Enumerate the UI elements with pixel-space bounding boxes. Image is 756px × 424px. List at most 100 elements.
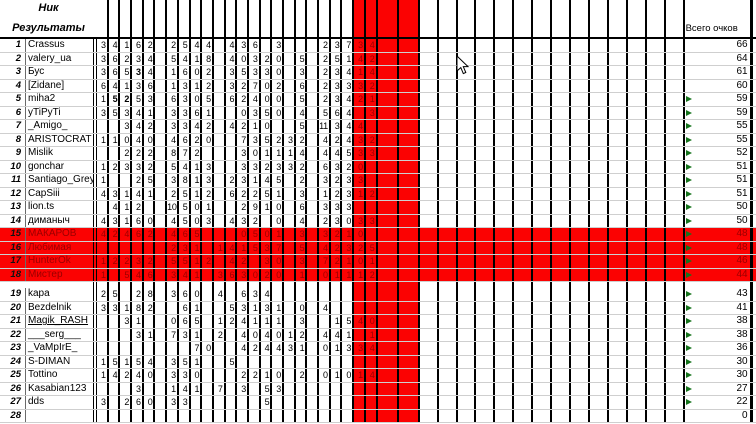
empty-cell[interactable] [571,214,590,227]
empty-cell[interactable] [609,133,628,146]
empty-cell[interactable] [609,52,628,65]
total-points-cell[interactable]: 51 [685,174,753,187]
score-cell[interactable]: 4 [237,315,249,328]
score-cell[interactable]: 2 [331,174,343,187]
score-cell[interactable]: 3 [109,301,121,314]
score-cell[interactable]: 0 [191,369,203,382]
empty-cell[interactable] [458,79,477,92]
score-cell[interactable]: 11 [319,120,331,133]
player-name-cell[interactable]: Magik_RASH [26,315,97,328]
score-cell[interactable] [237,282,249,288]
empty-cell[interactable] [552,288,572,301]
score-cell[interactable]: 2 [214,328,226,341]
score-cell[interactable] [214,282,226,288]
score-cell[interactable] [307,382,320,395]
score-cell[interactable]: 3 [319,174,331,187]
row-number-cell[interactable]: 22 [0,328,26,341]
empty-cell[interactable] [628,39,647,52]
score-cell[interactable] [226,288,238,301]
empty-cell[interactable] [533,187,553,200]
score-cell[interactable]: 6 [109,52,121,65]
score-cell[interactable]: 3 [132,66,144,79]
score-cell[interactable]: 1 [272,315,284,328]
score-cell[interactable]: 2 [272,133,284,146]
score-cell[interactable]: 3 [237,160,249,173]
empty-cell[interactable] [420,39,439,52]
empty-cell[interactable] [628,160,647,173]
score-cell[interactable]: 4 [237,328,249,341]
score-cell-red-band[interactable]: 3 [354,147,366,160]
total-points-cell[interactable]: 59 [685,106,753,119]
score-cell[interactable] [155,409,168,422]
empty-cell[interactable] [666,288,685,301]
score-cell[interactable]: 4 [214,288,226,301]
player-name-cell[interactable]: Любимая [26,241,97,254]
score-cell[interactable] [213,228,226,241]
empty-cell[interactable] [439,174,458,187]
score-cell[interactable] [155,174,168,187]
score-cell[interactable] [143,20,156,37]
empty-cell[interactable] [609,201,628,214]
score-cell[interactable] [237,0,249,20]
score-cell[interactable]: 2 [319,66,331,79]
score-cell[interactable]: 3 [249,52,261,65]
score-cell[interactable] [307,255,320,268]
empty-cell[interactable] [590,133,609,146]
score-cell[interactable]: 2 [296,160,308,173]
score-cell-red-band[interactable]: 2 [365,187,378,200]
empty-cell[interactable] [628,52,647,65]
row-number-cell[interactable]: 16 [0,241,26,254]
score-cell[interactable]: 5 [167,52,179,65]
score-cell[interactable]: 3 [109,187,121,200]
score-cell-red-band[interactable]: 5 [365,241,378,254]
red-band-empty-cell[interactable] [377,52,399,65]
empty-cell[interactable] [476,79,496,92]
score-cell[interactable] [342,20,355,37]
score-cell[interactable] [284,255,296,268]
score-cell[interactable] [167,301,179,314]
score-cell[interactable] [330,20,343,37]
empty-cell[interactable] [666,315,685,328]
score-cell[interactable] [284,39,296,52]
score-cell[interactable]: 2 [143,255,156,268]
empty-cell[interactable] [627,241,647,254]
score-cell[interactable]: 4 [225,241,238,254]
empty-cell[interactable] [571,66,590,79]
score-cell[interactable] [97,315,109,328]
score-cell[interactable] [155,396,168,409]
score-cell[interactable]: 6 [331,106,343,119]
score-cell[interactable]: 7 [167,328,179,341]
empty-cell[interactable] [552,133,572,146]
score-cell[interactable]: 4 [296,106,308,119]
score-cell[interactable] [155,241,168,254]
empty-cell[interactable] [552,369,572,382]
score-cell[interactable]: 5 [190,228,203,241]
score-cell[interactable] [120,241,133,254]
score-cell[interactable]: 5 [226,301,238,314]
score-cell[interactable]: 4 [132,369,144,382]
empty-cell[interactable] [439,342,458,355]
total-points-cell[interactable]: 38 [685,328,753,341]
score-cell[interactable] [202,268,214,281]
score-cell[interactable] [307,93,320,106]
score-cell[interactable] [109,328,121,341]
score-cell[interactable] [191,396,203,409]
score-cell[interactable] [307,288,320,301]
empty-cell[interactable] [628,93,647,106]
score-cell[interactable] [109,315,121,328]
score-cell[interactable] [202,147,214,160]
red-band-empty-cell[interactable] [398,133,420,146]
empty-cell[interactable] [552,187,572,200]
red-band-empty-cell[interactable] [377,369,399,382]
score-cell[interactable] [342,409,355,422]
empty-cell[interactable] [590,174,609,187]
empty-cell[interactable] [495,282,515,288]
score-cell[interactable]: 1 [330,268,343,281]
score-cell[interactable]: 3 [331,39,343,52]
score-cell[interactable]: 4 [179,160,191,173]
empty-cell[interactable] [628,409,647,422]
empty-cell[interactable] [552,106,572,119]
empty-cell[interactable] [514,106,534,119]
score-cell[interactable] [248,0,261,20]
score-cell[interactable] [307,66,320,79]
